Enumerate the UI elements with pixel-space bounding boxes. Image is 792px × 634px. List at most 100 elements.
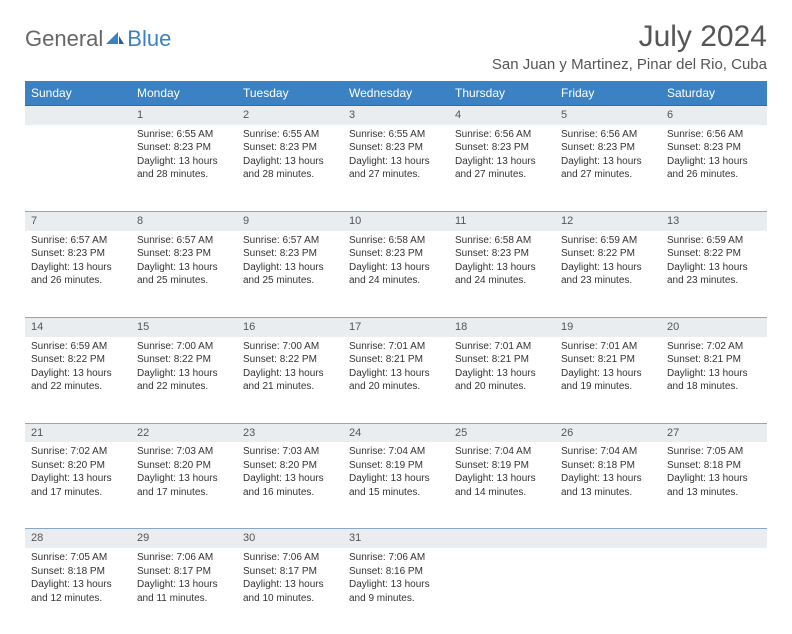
sunrise-text: Sunrise: 6:57 AM: [31, 234, 125, 248]
daylight-text: Daylight: 13 hours and 17 minutes.: [137, 472, 231, 499]
day-number: 5: [555, 106, 661, 125]
weekday-header: Friday: [555, 81, 661, 106]
brand-part2: Blue: [127, 26, 171, 52]
week-row: Sunrise: 6:55 AMSunset: 8:23 PMDaylight:…: [25, 125, 767, 212]
sunset-text: Sunset: 8:18 PM: [667, 459, 761, 473]
day-number: [25, 106, 131, 125]
sunset-text: Sunset: 8:18 PM: [561, 459, 655, 473]
day-cell: Sunrise: 7:02 AMSunset: 8:20 PMDaylight:…: [25, 442, 131, 529]
day-cell: Sunrise: 7:04 AMSunset: 8:18 PMDaylight:…: [555, 442, 661, 529]
day-number: 16: [237, 317, 343, 336]
day-cell-body: Sunrise: 7:00 AMSunset: 8:22 PMDaylight:…: [131, 337, 237, 400]
day-cell-body: Sunrise: 6:55 AMSunset: 8:23 PMDaylight:…: [131, 125, 237, 188]
weekday-header-row: Sunday Monday Tuesday Wednesday Thursday…: [25, 81, 767, 106]
day-cell: Sunrise: 7:06 AMSunset: 8:16 PMDaylight:…: [343, 548, 449, 634]
sunrise-text: Sunrise: 7:06 AM: [137, 551, 231, 565]
daylight-text: Daylight: 13 hours and 22 minutes.: [137, 367, 231, 394]
sunrise-text: Sunrise: 6:56 AM: [667, 128, 761, 142]
day-number: 29: [131, 529, 237, 548]
day-number: 6: [661, 106, 767, 125]
day-number: 19: [555, 317, 661, 336]
day-cell-body: Sunrise: 7:06 AMSunset: 8:17 PMDaylight:…: [237, 548, 343, 611]
day-cell: Sunrise: 6:56 AMSunset: 8:23 PMDaylight:…: [449, 125, 555, 212]
daylight-text: Daylight: 13 hours and 25 minutes.: [137, 261, 231, 288]
day-number: 17: [343, 317, 449, 336]
sunrise-text: Sunrise: 7:06 AM: [243, 551, 337, 565]
sunrise-text: Sunrise: 6:59 AM: [31, 340, 125, 354]
sunset-text: Sunset: 8:23 PM: [561, 141, 655, 155]
daylight-text: Daylight: 13 hours and 23 minutes.: [561, 261, 655, 288]
day-cell: Sunrise: 6:59 AMSunset: 8:22 PMDaylight:…: [661, 231, 767, 318]
day-cell-body: Sunrise: 7:04 AMSunset: 8:19 PMDaylight:…: [343, 442, 449, 505]
weekday-header: Sunday: [25, 81, 131, 106]
day-number: [449, 529, 555, 548]
day-cell-body: Sunrise: 6:59 AMSunset: 8:22 PMDaylight:…: [25, 337, 131, 400]
day-number: 20: [661, 317, 767, 336]
day-number: 4: [449, 106, 555, 125]
sunset-text: Sunset: 8:23 PM: [243, 247, 337, 261]
day-cell-body: Sunrise: 6:56 AMSunset: 8:23 PMDaylight:…: [661, 125, 767, 188]
day-cell-body: Sunrise: 6:58 AMSunset: 8:23 PMDaylight:…: [343, 231, 449, 294]
sunrise-text: Sunrise: 7:01 AM: [561, 340, 655, 354]
brand-logo: General Blue: [25, 26, 171, 52]
daylight-text: Daylight: 13 hours and 22 minutes.: [31, 367, 125, 394]
daynum-row: 78910111213: [25, 211, 767, 230]
day-cell: Sunrise: 7:03 AMSunset: 8:20 PMDaylight:…: [237, 442, 343, 529]
sunset-text: Sunset: 8:17 PM: [243, 565, 337, 579]
week-row: Sunrise: 7:02 AMSunset: 8:20 PMDaylight:…: [25, 442, 767, 529]
weekday-header: Saturday: [661, 81, 767, 106]
weekday-header: Monday: [131, 81, 237, 106]
day-cell: Sunrise: 7:06 AMSunset: 8:17 PMDaylight:…: [237, 548, 343, 634]
sunrise-text: Sunrise: 6:56 AM: [561, 128, 655, 142]
daylight-text: Daylight: 13 hours and 15 minutes.: [349, 472, 443, 499]
day-cell-body: Sunrise: 7:00 AMSunset: 8:22 PMDaylight:…: [237, 337, 343, 400]
sunset-text: Sunset: 8:22 PM: [667, 247, 761, 261]
day-cell: Sunrise: 7:04 AMSunset: 8:19 PMDaylight:…: [343, 442, 449, 529]
sunset-text: Sunset: 8:22 PM: [243, 353, 337, 367]
week-row: Sunrise: 7:05 AMSunset: 8:18 PMDaylight:…: [25, 548, 767, 634]
day-number: 23: [237, 423, 343, 442]
sunrise-text: Sunrise: 7:04 AM: [561, 445, 655, 459]
sunset-text: Sunset: 8:22 PM: [561, 247, 655, 261]
sunrise-text: Sunrise: 7:04 AM: [349, 445, 443, 459]
sunset-text: Sunset: 8:18 PM: [31, 565, 125, 579]
day-cell: Sunrise: 7:00 AMSunset: 8:22 PMDaylight:…: [131, 337, 237, 424]
day-cell-body: Sunrise: 6:58 AMSunset: 8:23 PMDaylight:…: [449, 231, 555, 294]
daylight-text: Daylight: 13 hours and 27 minutes.: [349, 155, 443, 182]
sunset-text: Sunset: 8:23 PM: [667, 141, 761, 155]
day-cell: Sunrise: 7:05 AMSunset: 8:18 PMDaylight:…: [661, 442, 767, 529]
sunrise-text: Sunrise: 7:03 AM: [243, 445, 337, 459]
sunset-text: Sunset: 8:20 PM: [137, 459, 231, 473]
day-number: 11: [449, 211, 555, 230]
daylight-text: Daylight: 13 hours and 9 minutes.: [349, 578, 443, 605]
logo-sail-icon: [105, 26, 125, 52]
sunrise-text: Sunrise: 6:58 AM: [349, 234, 443, 248]
day-cell: Sunrise: 6:55 AMSunset: 8:23 PMDaylight:…: [131, 125, 237, 212]
day-number: 12: [555, 211, 661, 230]
daylight-text: Daylight: 13 hours and 28 minutes.: [137, 155, 231, 182]
daylight-text: Daylight: 13 hours and 14 minutes.: [455, 472, 549, 499]
sunrise-text: Sunrise: 6:58 AM: [455, 234, 549, 248]
calendar-table: Sunday Monday Tuesday Wednesday Thursday…: [25, 81, 767, 634]
day-cell-body: Sunrise: 6:57 AMSunset: 8:23 PMDaylight:…: [131, 231, 237, 294]
calendar-body: 123456Sunrise: 6:55 AMSunset: 8:23 PMDay…: [25, 106, 767, 634]
sunset-text: Sunset: 8:20 PM: [31, 459, 125, 473]
sunset-text: Sunset: 8:23 PM: [349, 141, 443, 155]
daylight-text: Daylight: 13 hours and 27 minutes.: [561, 155, 655, 182]
day-cell: Sunrise: 6:58 AMSunset: 8:23 PMDaylight:…: [449, 231, 555, 318]
sunrise-text: Sunrise: 6:55 AM: [349, 128, 443, 142]
day-cell-body: Sunrise: 7:05 AMSunset: 8:18 PMDaylight:…: [661, 442, 767, 505]
day-cell: Sunrise: 7:03 AMSunset: 8:20 PMDaylight:…: [131, 442, 237, 529]
day-cell: Sunrise: 7:02 AMSunset: 8:21 PMDaylight:…: [661, 337, 767, 424]
daylight-text: Daylight: 13 hours and 17 minutes.: [31, 472, 125, 499]
day-number: 31: [343, 529, 449, 548]
daylight-text: Daylight: 13 hours and 11 minutes.: [137, 578, 231, 605]
day-cell-body: Sunrise: 7:03 AMSunset: 8:20 PMDaylight:…: [237, 442, 343, 505]
day-cell: Sunrise: 6:57 AMSunset: 8:23 PMDaylight:…: [237, 231, 343, 318]
day-cell: Sunrise: 6:55 AMSunset: 8:23 PMDaylight:…: [343, 125, 449, 212]
sunset-text: Sunset: 8:21 PM: [667, 353, 761, 367]
sunrise-text: Sunrise: 6:57 AM: [137, 234, 231, 248]
daynum-row: 21222324252627: [25, 423, 767, 442]
day-cell-body: Sunrise: 7:04 AMSunset: 8:19 PMDaylight:…: [449, 442, 555, 505]
day-number: 28: [25, 529, 131, 548]
